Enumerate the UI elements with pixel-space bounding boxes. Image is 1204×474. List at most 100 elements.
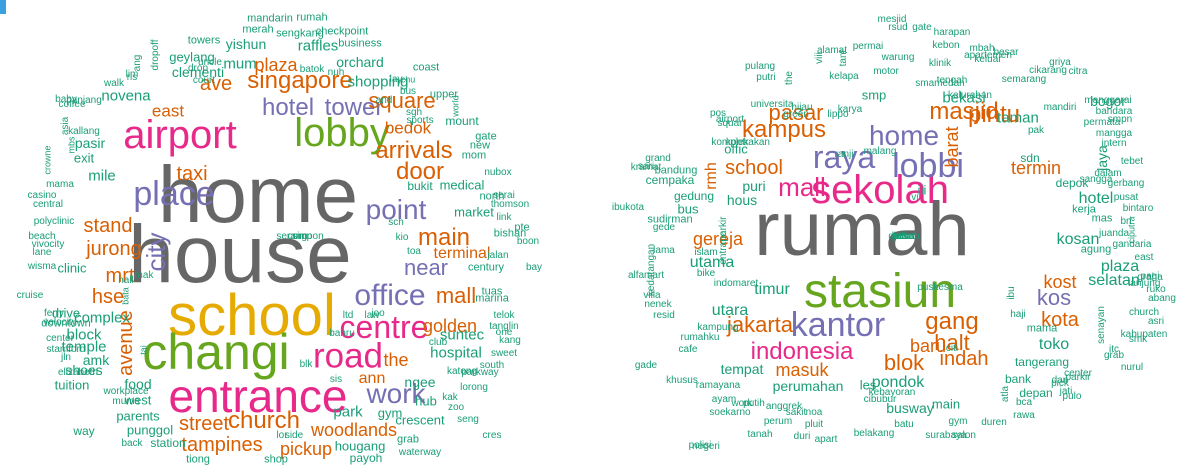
- cloud-word: komplek: [711, 137, 749, 148]
- cloud-word: law: [364, 310, 380, 321]
- cloud-word: kelapa: [829, 71, 859, 82]
- cloud-word: waterway: [398, 447, 442, 458]
- cloud-word: pondok: [871, 374, 925, 391]
- cloud-word: anggrek: [765, 401, 803, 412]
- cloud-word: gandaria: [1112, 239, 1152, 250]
- cloud-word: itc: [1109, 344, 1119, 355]
- cloud-word: medical: [439, 177, 485, 193]
- cloud-word: cafe: [678, 344, 698, 355]
- cloud-word: tebet: [892, 231, 916, 242]
- cloud-word: salon: [952, 430, 976, 441]
- cloud-word: uncle: [198, 57, 222, 68]
- cloud-word: gereja: [692, 229, 744, 249]
- cloud-word: lobbi: [892, 147, 964, 185]
- cloud-word: smk: [1128, 334, 1148, 345]
- cloud-word: grand: [645, 153, 671, 164]
- cloud-word: tant: [838, 49, 849, 67]
- cloud-word: comp: [287, 231, 313, 242]
- cloud-word: tempat: [720, 361, 764, 377]
- cloud-word: center: [46, 333, 74, 344]
- cloud-word: malang: [863, 146, 897, 157]
- cloud-word: workplace: [103, 386, 149, 397]
- cloud-word: cres: [482, 430, 502, 441]
- cloud-word: indonesia: [750, 338, 854, 365]
- cloud-word: juanda: [1098, 228, 1130, 239]
- cloud-word: kramat: [630, 162, 662, 173]
- cloud-word: lim: [125, 69, 139, 80]
- cloud-word: the: [784, 71, 795, 85]
- word-cloud-left: home house school changi entrance airport lobb…: [0, 0, 600, 474]
- cloud-word: islam: [694, 247, 718, 258]
- cloud-word: blok: [883, 350, 925, 375]
- cloud-word: dalam: [1094, 168, 1122, 179]
- cloud-word: ltd: [342, 310, 354, 321]
- cloud-word: stasiun: [803, 265, 957, 318]
- cloud-word: tuition: [54, 377, 90, 393]
- cloud-word: serai: [493, 190, 515, 201]
- cloud-word: kelurahan: [948, 90, 992, 101]
- cloud-word: side: [284, 430, 304, 441]
- cloud-word: kampus: [741, 116, 827, 143]
- cloud-word: kontrakan: [726, 137, 770, 148]
- cloud-word: jati: [1059, 386, 1073, 397]
- cloud-word: zoo: [447, 402, 465, 413]
- cloud-word: bike: [696, 268, 716, 279]
- cloud-word: cikarang: [1029, 65, 1067, 76]
- cloud-word: lama: [653, 245, 675, 256]
- cloud-word: airport: [123, 113, 237, 157]
- cloud-word: nurul: [1120, 362, 1144, 373]
- cloud-word: pagi: [1140, 271, 1160, 282]
- cloud-word: atla: [1000, 385, 1011, 403]
- cloud-word: checkpoint: [315, 25, 369, 38]
- cloud-word: ranji: [834, 149, 854, 160]
- cloud-word: nubox: [484, 167, 512, 178]
- cloud-word: bogor: [1090, 93, 1126, 109]
- cloud-word: mbs: [66, 136, 77, 154]
- cloud-word: baru: [909, 336, 947, 356]
- cloud-word: bay: [525, 262, 543, 273]
- cloud-word: batu: [894, 419, 914, 430]
- cloud-word: iii: [917, 182, 927, 198]
- cloud-word: bus: [399, 86, 417, 97]
- cloud-word: bri: [1120, 216, 1132, 227]
- cloud-word: pasar: [768, 100, 824, 125]
- cloud-word: ayam: [711, 394, 737, 405]
- cloud-word: universita: [750, 99, 794, 110]
- cloud-word: centre: [339, 309, 429, 345]
- cloud-word: tengah: [936, 75, 968, 86]
- cloud-word: depok: [1055, 176, 1089, 190]
- cloud-word: jaya: [1094, 145, 1110, 171]
- cloud-word: entrance: [168, 370, 348, 422]
- cloud-word: stamford: [46, 344, 86, 355]
- cloud-word: pintu: [967, 101, 1021, 128]
- cloud-word: pasir: [74, 135, 106, 151]
- cloud-word: woodlands: [310, 420, 398, 440]
- cloud-word: puskesma: [917, 282, 963, 293]
- cloud-word: parkway: [461, 367, 499, 378]
- cloud-word: mum: [223, 55, 257, 73]
- cloud-word: lobby: [294, 111, 390, 155]
- cloud-word: busway: [886, 400, 934, 416]
- cloud-word: gate: [475, 130, 497, 143]
- cloud-word: griya: [1049, 57, 1071, 68]
- cloud-word: shoes: [65, 362, 103, 378]
- cloud-word: home: [157, 150, 359, 239]
- cloud-word: mas: [1091, 212, 1113, 225]
- cloud-word: tiong: [186, 453, 210, 466]
- cloud-word: grab: [396, 433, 420, 446]
- cloud-word: rumah: [754, 187, 970, 272]
- cloud-word: tanah: [747, 429, 773, 440]
- cloud-word: gym: [948, 416, 968, 427]
- cloud-word: bintaro: [1122, 203, 1154, 214]
- cloud-word: geylang: [169, 49, 215, 65]
- cloud-word: beach: [28, 231, 56, 242]
- cloud-word: place: [133, 175, 215, 213]
- cloud-word: rawa: [1013, 410, 1035, 421]
- cloud-word: merah: [242, 23, 274, 36]
- cloud-word: amk: [82, 352, 110, 368]
- cloud-word: squar: [717, 118, 743, 129]
- cloud-word: batok: [299, 64, 325, 75]
- cloud-word: world: [450, 95, 461, 117]
- cloud-word: selatan: [1088, 272, 1140, 289]
- cloud-word: harapan: [933, 27, 971, 38]
